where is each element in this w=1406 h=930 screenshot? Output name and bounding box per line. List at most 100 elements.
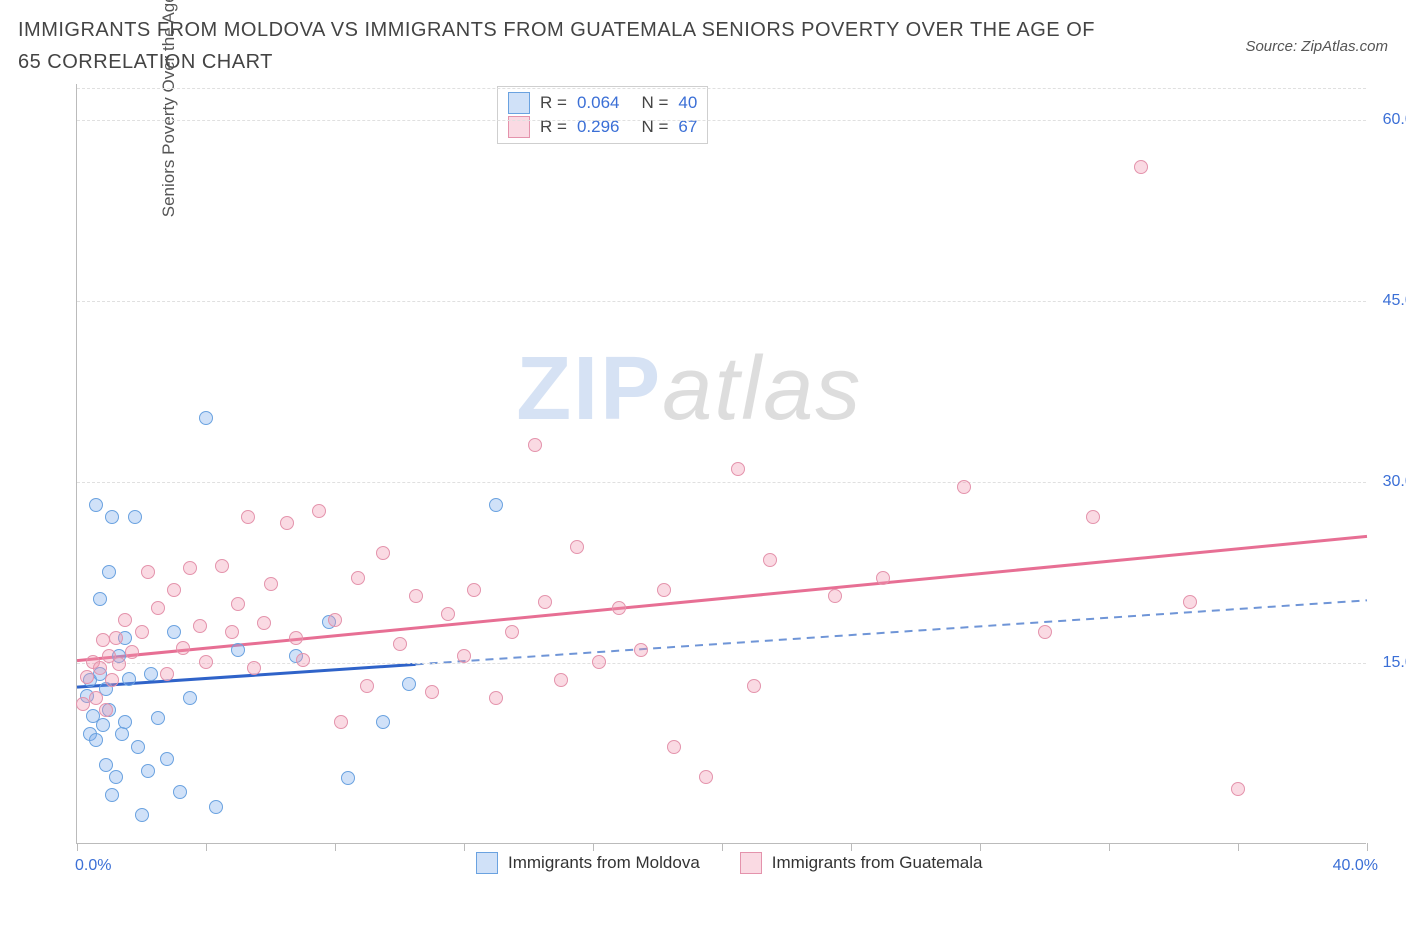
data-point — [135, 808, 149, 822]
data-point — [76, 697, 90, 711]
x-axis-max-label: 40.0% — [1333, 857, 1378, 875]
chart-title: IMMIGRANTS FROM MOLDOVA VS IMMIGRANTS FR… — [18, 14, 1118, 78]
y-tick-label: 60.0% — [1383, 111, 1406, 129]
x-tick — [980, 843, 981, 851]
data-point — [538, 595, 552, 609]
x-tick — [1238, 843, 1239, 851]
legend-swatch — [508, 92, 530, 114]
data-point — [80, 670, 94, 684]
y-tick-label: 15.0% — [1383, 654, 1406, 672]
data-point — [351, 571, 365, 585]
data-point — [328, 613, 342, 627]
source-caption: Source: ZipAtlas.com — [1245, 38, 1388, 55]
data-point — [118, 715, 132, 729]
data-point — [1086, 510, 1100, 524]
watermark: ZIPatlas — [516, 338, 862, 441]
x-tick — [77, 843, 78, 851]
data-point — [657, 583, 671, 597]
data-point — [209, 800, 223, 814]
data-point — [215, 559, 229, 573]
data-point — [489, 691, 503, 705]
data-point — [876, 571, 890, 585]
data-point — [1231, 782, 1245, 796]
data-point — [89, 733, 103, 747]
data-point — [257, 616, 271, 630]
data-point — [763, 553, 777, 567]
x-tick — [722, 843, 723, 851]
stats-n-value: 40 — [678, 93, 697, 113]
data-point — [167, 583, 181, 597]
data-point — [109, 770, 123, 784]
legend-label: Immigrants from Guatemala — [772, 853, 983, 873]
data-point — [141, 764, 155, 778]
data-point — [231, 597, 245, 611]
data-point — [135, 625, 149, 639]
data-point — [505, 625, 519, 639]
y-tick-label: 45.0% — [1383, 292, 1406, 310]
data-point — [402, 677, 416, 691]
data-point — [425, 685, 439, 699]
legend-swatch — [740, 852, 762, 874]
data-point — [528, 438, 542, 452]
stats-n-label: N = — [641, 93, 668, 113]
data-point — [93, 661, 107, 675]
data-point — [376, 715, 390, 729]
gridline — [77, 301, 1366, 302]
data-point — [957, 480, 971, 494]
x-tick — [1109, 843, 1110, 851]
stats-row: R =0.064N =40 — [508, 91, 697, 115]
data-point — [457, 649, 471, 663]
data-point — [441, 607, 455, 621]
data-point — [296, 653, 310, 667]
gridline — [77, 663, 1366, 664]
data-point — [699, 770, 713, 784]
data-point — [1183, 595, 1197, 609]
data-point — [131, 740, 145, 754]
data-point — [409, 589, 423, 603]
data-point — [141, 565, 155, 579]
data-point — [231, 643, 245, 657]
watermark-atlas: atlas — [662, 339, 862, 439]
data-point — [280, 516, 294, 530]
x-tick — [206, 843, 207, 851]
data-point — [160, 752, 174, 766]
data-point — [118, 613, 132, 627]
data-point — [193, 619, 207, 633]
data-point — [173, 785, 187, 799]
data-point — [592, 655, 606, 669]
data-point — [667, 740, 681, 754]
data-point — [89, 691, 103, 705]
data-point — [167, 625, 181, 639]
legend-item: Immigrants from Guatemala — [740, 852, 983, 874]
data-point — [1038, 625, 1052, 639]
data-point — [225, 625, 239, 639]
data-point — [183, 561, 197, 575]
stats-r-label: R = — [540, 93, 567, 113]
x-tick — [464, 843, 465, 851]
data-point — [393, 637, 407, 651]
data-point — [1134, 160, 1148, 174]
data-point — [360, 679, 374, 693]
data-point — [489, 498, 503, 512]
data-point — [570, 540, 584, 554]
data-point — [554, 673, 568, 687]
x-tick — [335, 843, 336, 851]
x-tick — [851, 843, 852, 851]
data-point — [176, 641, 190, 655]
data-point — [99, 703, 113, 717]
data-point — [247, 661, 261, 675]
watermark-zip: ZIP — [516, 339, 662, 439]
data-point — [105, 788, 119, 802]
data-point — [199, 411, 213, 425]
data-point — [115, 727, 129, 741]
data-point — [151, 601, 165, 615]
legend-label: Immigrants from Moldova — [508, 853, 700, 873]
data-point — [112, 657, 126, 671]
data-point — [102, 565, 116, 579]
data-point — [93, 592, 107, 606]
data-point — [199, 655, 213, 669]
data-point — [96, 718, 110, 732]
stats-legend-box: R =0.064N =40R =0.296N =67 — [497, 86, 708, 144]
y-tick-label: 30.0% — [1383, 473, 1406, 491]
data-point — [151, 711, 165, 725]
